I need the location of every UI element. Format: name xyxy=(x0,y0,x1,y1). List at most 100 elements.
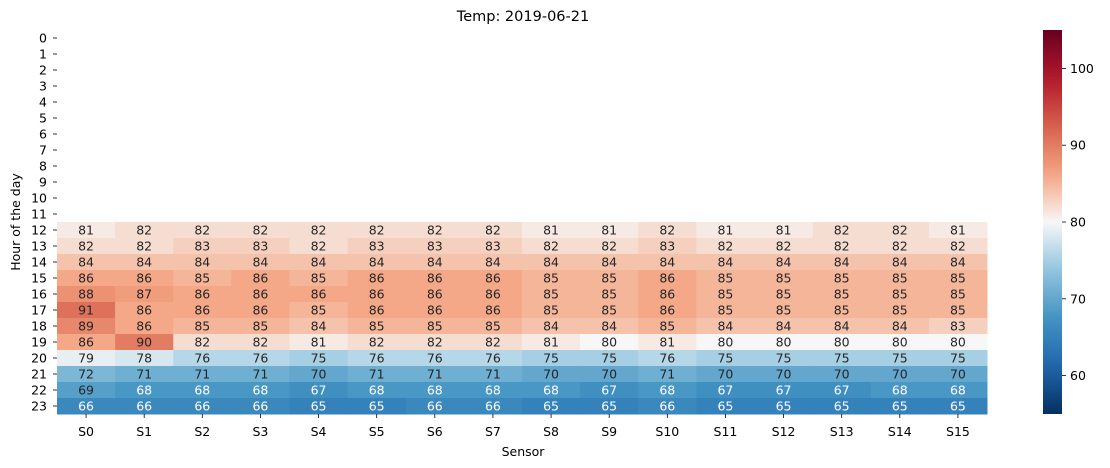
cell-value-label: 86 xyxy=(427,271,443,286)
heatmap-cell xyxy=(231,222,290,239)
heatmap-cell xyxy=(928,238,988,255)
cell-value-label: 86 xyxy=(427,303,443,318)
cell-value-label: 75 xyxy=(834,351,850,366)
cell-value-label: 85 xyxy=(950,303,966,318)
cell-value-label: 81 xyxy=(717,223,733,238)
cell-value-label: 85 xyxy=(194,271,210,286)
heatmap-cell xyxy=(696,366,755,383)
heatmap-cell xyxy=(463,302,523,319)
cell-value-label: 66 xyxy=(485,399,501,414)
chart-title: Temp: 2019-06-21 xyxy=(456,9,589,25)
cell-value-label: 89 xyxy=(78,319,94,334)
cell-value-label: 82 xyxy=(369,335,385,350)
heatmap-cell xyxy=(754,366,814,383)
cell-value-label: 82 xyxy=(601,239,617,254)
heatmap-cell xyxy=(522,398,581,415)
heatmap-cell xyxy=(928,302,988,319)
heatmap-cell xyxy=(289,334,349,351)
heatmap-cell xyxy=(231,318,290,335)
cell-value-label: 82 xyxy=(485,335,501,350)
heatmap-cell xyxy=(754,238,814,255)
cell-value-label: 80 xyxy=(892,335,908,350)
cell-value-label: 68 xyxy=(892,383,908,398)
y-tick-label: 8 xyxy=(39,159,47,174)
heatmap-cell xyxy=(638,318,697,335)
colorbar: 60 70 80 90 100 xyxy=(1043,30,1094,414)
cell-value-label: 86 xyxy=(311,287,327,302)
cell-value-label: 69 xyxy=(78,383,94,398)
cell-value-label: 81 xyxy=(950,223,966,238)
cell-value-label: 82 xyxy=(950,239,966,254)
cell-value-label: 82 xyxy=(78,239,94,254)
cell-value-label: 84 xyxy=(311,319,327,334)
heatmap-cell xyxy=(57,238,116,255)
heatmap-cell xyxy=(405,222,465,239)
heatmap-cell xyxy=(347,382,407,399)
heatmap-cell xyxy=(580,334,639,351)
x-tick-label: S5 xyxy=(369,424,385,439)
cell-value-label: 85 xyxy=(717,287,733,302)
heatmap-cell xyxy=(347,398,407,415)
heatmap-cell xyxy=(289,286,349,303)
y-tick-label: 11 xyxy=(31,207,47,222)
heatmap-cell xyxy=(580,238,639,255)
heatmap-cell xyxy=(463,318,523,335)
cell-value-label: 68 xyxy=(252,383,268,398)
heatmap-cell xyxy=(57,382,116,399)
heatmap-cell xyxy=(522,302,581,319)
heatmap-cell xyxy=(231,334,290,351)
cell-value-label: 68 xyxy=(427,383,443,398)
heatmap-cell xyxy=(173,398,232,415)
cell-value-label: 84 xyxy=(252,255,268,270)
x-tick-label: S13 xyxy=(830,424,854,439)
heatmap-cell xyxy=(347,254,407,271)
heatmap-cell xyxy=(870,222,930,239)
heatmap-cell xyxy=(231,366,290,383)
heatmap-cell xyxy=(812,334,872,351)
cell-value-label: 66 xyxy=(194,399,210,414)
heatmap-cell xyxy=(638,382,697,399)
cell-value-label: 75 xyxy=(950,351,966,366)
heatmap-cell xyxy=(57,334,116,351)
heatmap-cell xyxy=(812,366,872,383)
cell-value-label: 67 xyxy=(601,383,617,398)
cell-value-label: 82 xyxy=(136,239,152,254)
heatmap-cell xyxy=(289,350,349,367)
heatmap-cell xyxy=(115,238,174,255)
cell-value-label: 82 xyxy=(659,223,675,238)
y-tick-label: 0 xyxy=(39,31,47,46)
heatmap-cell xyxy=(812,270,872,287)
heatmap-cell xyxy=(115,318,174,335)
heatmap-cell xyxy=(522,286,581,303)
heatmap-cell xyxy=(638,398,697,415)
cell-value-label: 65 xyxy=(601,399,617,414)
y-tick-label: 18 xyxy=(31,319,47,334)
heatmap-cell xyxy=(928,254,988,271)
heatmap-cell xyxy=(173,238,232,255)
heatmap-cell xyxy=(696,302,755,319)
cell-value-label: 84 xyxy=(834,255,850,270)
cell-value-label: 82 xyxy=(136,223,152,238)
heatmap-cell xyxy=(580,286,639,303)
heatmap-cell xyxy=(928,366,988,383)
colorbar-gradient xyxy=(1043,30,1062,414)
heatmap-cell xyxy=(638,286,697,303)
heatmap-cell xyxy=(463,270,523,287)
cell-value-label: 71 xyxy=(194,367,210,382)
cell-value-label: 86 xyxy=(485,303,501,318)
heatmap-cell xyxy=(754,398,814,415)
cell-value-label: 82 xyxy=(311,223,327,238)
heatmap-cell xyxy=(870,334,930,351)
heatmap-cell xyxy=(928,382,988,399)
heatmap-cell xyxy=(812,286,872,303)
heatmap-cell xyxy=(928,270,988,287)
cell-value-label: 80 xyxy=(950,335,966,350)
cell-value-label: 82 xyxy=(252,335,268,350)
heatmap-cell xyxy=(173,270,232,287)
cell-value-label: 84 xyxy=(834,319,850,334)
heatmap-cell xyxy=(115,254,174,271)
cell-value-label: 86 xyxy=(659,287,675,302)
heatmap-cell xyxy=(405,286,465,303)
heatmap-cell xyxy=(173,334,232,351)
cell-value-label: 84 xyxy=(717,319,733,334)
